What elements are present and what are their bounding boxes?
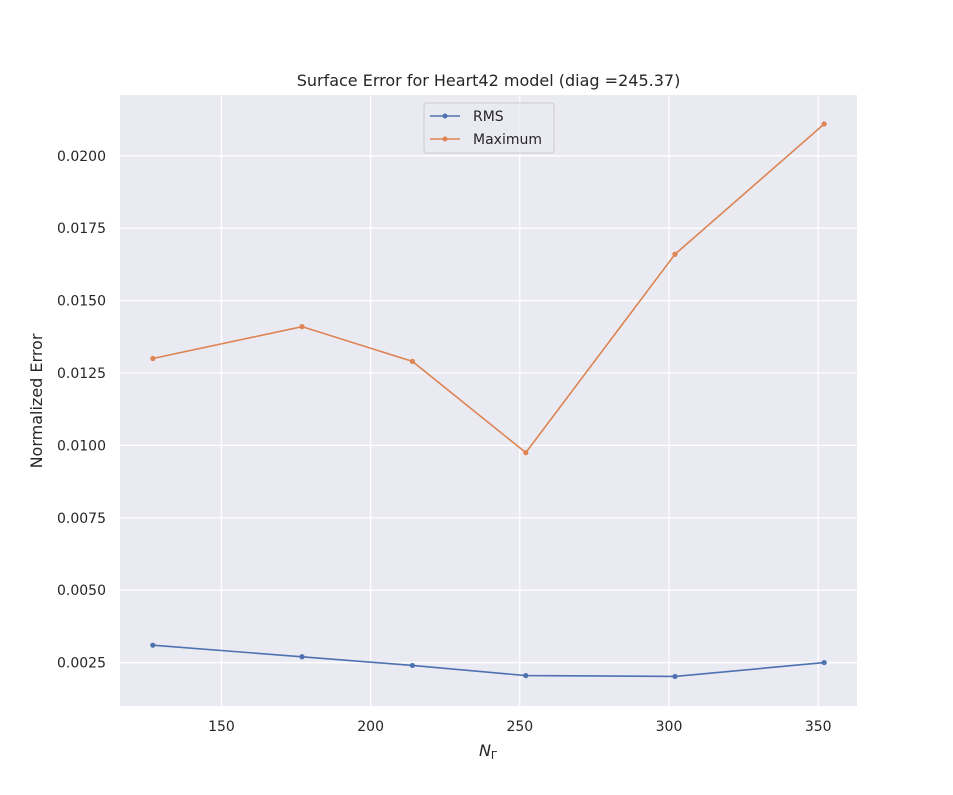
- legend-marker-rms: [442, 113, 448, 119]
- y-tick-label: 0.0175: [57, 221, 106, 237]
- data-point-rms: [672, 673, 678, 680]
- data-point-rms: [409, 662, 416, 669]
- legend-label-maximum: Maximum: [473, 132, 542, 148]
- y-tick-label: 0.0100: [57, 438, 106, 454]
- series-line-rms: [152, 644, 825, 678]
- data-point-maximum: [409, 358, 416, 365]
- y-tick-label: 0.0125: [57, 366, 106, 382]
- x-axis-label-subscript: Γ: [491, 749, 498, 762]
- series-layer: [150, 121, 827, 680]
- data-point-maximum: [523, 450, 529, 456]
- chart-title: Surface Error for Heart42 model (diag =2…: [297, 71, 681, 90]
- axis-ticks: 150 200 250 300 350 0.0025 0.0050 0.0075 0.0100 0…: [57, 149, 832, 735]
- data-point-rms: [523, 672, 529, 679]
- legend: RMS Maximum: [423, 102, 555, 154]
- plot-area: [120, 95, 857, 706]
- y-tick-label: 0.0050: [57, 583, 106, 599]
- grid-lines: [120, 95, 857, 706]
- x-tick-label: 250: [506, 719, 533, 735]
- x-tick-label: 150: [208, 719, 235, 735]
- legend-marker-maximum: [442, 136, 448, 142]
- x-tick-label: 200: [357, 719, 384, 735]
- data-point-rms: [299, 654, 305, 660]
- data-point-maximum: [150, 355, 156, 362]
- data-point-maximum: [821, 121, 827, 127]
- y-tick-label: 0.0025: [57, 656, 106, 672]
- data-point-rms: [821, 659, 827, 666]
- y-axis-label: Normalized Error: [27, 333, 46, 468]
- data-point-maximum: [672, 251, 678, 257]
- x-tick-label: 300: [656, 719, 683, 735]
- y-tick-label: 0.0075: [57, 511, 106, 527]
- data-point-maximum: [299, 324, 305, 330]
- x-tick-label: 350: [805, 719, 832, 735]
- legend-label-rms: RMS: [473, 109, 504, 125]
- y-tick-label: 0.0150: [57, 294, 106, 310]
- data-point-rms: [150, 642, 156, 648]
- series-line-maximum: [152, 123, 825, 454]
- x-axis-label-main: N: [479, 741, 491, 760]
- x-axis-label: NΓ: [479, 741, 498, 762]
- y-tick-label: 0.0200: [57, 149, 106, 165]
